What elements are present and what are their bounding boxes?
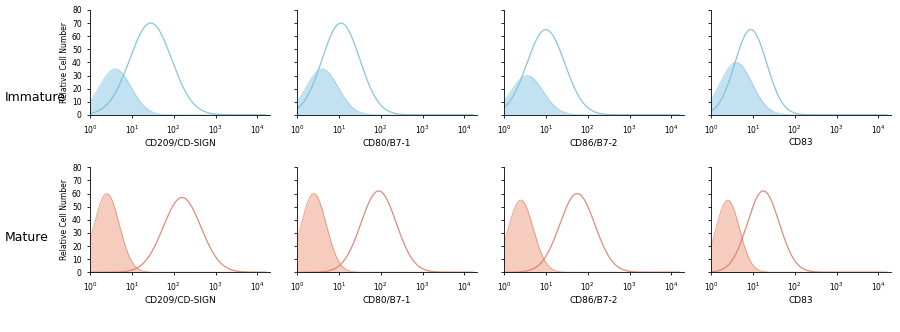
Text: Mature: Mature [4, 231, 49, 244]
X-axis label: CD209/CD-SIGN: CD209/CD-SIGN [144, 296, 216, 305]
X-axis label: CD86/B7-2: CD86/B7-2 [570, 138, 618, 147]
X-axis label: CD86/B7-2: CD86/B7-2 [570, 296, 618, 305]
X-axis label: CD83: CD83 [788, 138, 814, 147]
Text: Immature: Immature [4, 91, 66, 105]
X-axis label: CD83: CD83 [788, 296, 814, 305]
X-axis label: CD80/B7-1: CD80/B7-1 [363, 138, 411, 147]
Y-axis label: Relative Cell Number: Relative Cell Number [60, 22, 69, 103]
Y-axis label: Relative Cell Number: Relative Cell Number [60, 179, 69, 260]
X-axis label: CD209/CD-SIGN: CD209/CD-SIGN [144, 138, 216, 147]
X-axis label: CD80/B7-1: CD80/B7-1 [363, 296, 411, 305]
